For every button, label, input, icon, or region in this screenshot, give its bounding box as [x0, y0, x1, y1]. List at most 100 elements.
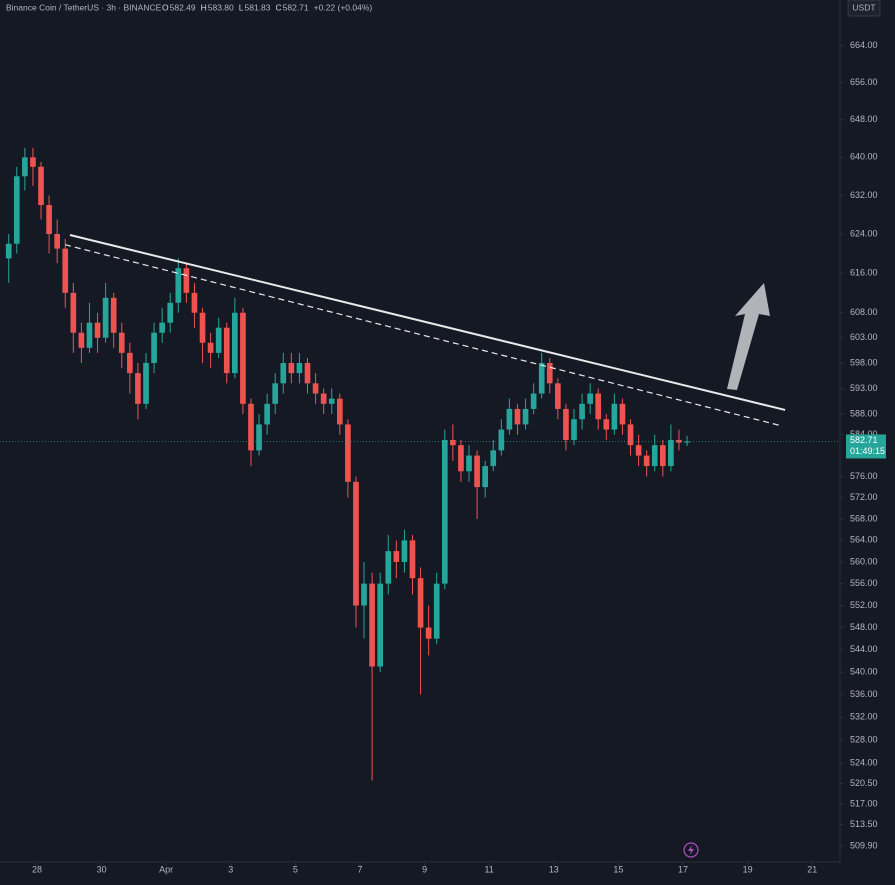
candle-body: [143, 362, 149, 404]
candle-body: [62, 248, 69, 293]
y-tick-label: 524.00: [850, 758, 878, 768]
candle-body: [546, 362, 553, 384]
candle-body: [458, 445, 464, 472]
x-tick-label: 3: [228, 864, 233, 874]
candle-body: [643, 455, 650, 467]
y-tick-label: 528.00: [850, 735, 878, 745]
candle-body: [248, 403, 254, 451]
candle-body: [660, 445, 666, 467]
candle-body: [159, 322, 165, 333]
y-tick-label: 593.00: [850, 383, 878, 393]
candle-body: [345, 424, 351, 482]
candle-body: [151, 332, 157, 363]
candle-body: [240, 312, 246, 404]
last-price-label: 582.71: [850, 435, 878, 445]
y-tick-label: 568.00: [850, 513, 878, 523]
candle-body: [587, 393, 593, 404]
y-tick-label: 513.50: [850, 819, 878, 829]
y-tick-label: 517.00: [850, 798, 878, 808]
candle-body: [571, 419, 577, 440]
candle-body: [498, 429, 505, 451]
x-tick-label: 13: [549, 864, 559, 874]
candle-body: [393, 551, 400, 562]
y-tick-label: 632.00: [850, 190, 878, 200]
candle-body: [264, 403, 270, 425]
candle-body: [135, 373, 141, 404]
y-tick-label: 552.00: [850, 600, 878, 610]
y-tick-label: 548.00: [850, 622, 878, 632]
candle-body: [514, 408, 521, 425]
candle-body: [651, 445, 658, 467]
lightning: [688, 845, 694, 855]
candle-body: [555, 383, 561, 409]
candle-body: [353, 481, 359, 606]
candle-body: [385, 551, 392, 584]
candle-body: [328, 398, 335, 404]
y-tick-label: 584.00: [850, 429, 878, 439]
candle-body: [78, 332, 85, 348]
candle-body: [102, 297, 109, 338]
candle-body: [409, 540, 416, 579]
x-tick-label: 17: [678, 864, 688, 874]
candle-body: [361, 583, 367, 606]
candle-body: [320, 393, 327, 404]
chart-title: Binance Coin / TetherUS · 3h · BINANCE: [6, 2, 162, 12]
candle-body: [336, 398, 343, 425]
x-tick-label: 19: [743, 864, 753, 874]
x-tick-label: 11: [485, 864, 494, 874]
candle-body: [474, 455, 480, 488]
y-tick-label: 598.00: [850, 357, 878, 367]
currency[interactable]: USDT: [852, 2, 875, 12]
y-tick-label: 560.00: [850, 556, 878, 566]
candle-body: [127, 352, 133, 374]
candle-body: [30, 157, 36, 167]
y-tick-label: 656.00: [850, 77, 878, 87]
ohlc-value: 583.80: [208, 2, 234, 12]
ohlc-key: C: [276, 2, 282, 12]
y-tick-label: 608.00: [850, 307, 878, 317]
candle-body: [377, 583, 384, 667]
candle-body: [490, 450, 497, 467]
trendline: [69, 234, 786, 411]
alert-icon[interactable]: [683, 842, 699, 858]
y-tick-label: 576.00: [850, 471, 878, 481]
candle-body: [70, 292, 77, 333]
x-tick-label: 21: [807, 864, 817, 874]
y-tick-label: 624.00: [850, 228, 878, 238]
candle-body: [369, 583, 375, 667]
candle-body: [506, 408, 513, 430]
candle-body: [94, 322, 101, 338]
countdown: 01:49:15: [850, 446, 885, 456]
candle-body: [482, 466, 488, 488]
candle-body: [38, 166, 44, 206]
y-tick-label: 564.00: [850, 535, 878, 545]
x-tick-label: 28: [32, 864, 42, 874]
candle-body: [627, 424, 634, 446]
candle-body: [232, 312, 238, 374]
x-tick-label: 7: [357, 864, 362, 874]
candle-body: [296, 362, 303, 374]
candle-body: [175, 268, 182, 303]
candle-body: [22, 157, 28, 177]
currency-box[interactable]: [847, 0, 881, 17]
y-tick-label: 664.00: [850, 40, 878, 50]
candle-body: [466, 455, 472, 472]
candle-body: [118, 332, 125, 353]
candle-body: [5, 243, 12, 259]
y-tick-label: 532.00: [850, 712, 878, 722]
x-tick-label: 30: [97, 864, 107, 874]
arrow-up: [727, 283, 770, 390]
x-tick-label: 15: [613, 864, 623, 874]
y-tick-label: 520.50: [850, 778, 878, 788]
y-tick-label: 572.00: [850, 492, 878, 502]
plot-area: [5, 147, 690, 781]
candle-body: [579, 403, 585, 420]
candle-body: [191, 292, 198, 313]
y-tick-label: 640.00: [850, 152, 878, 162]
x-tick-label: 5: [293, 864, 298, 874]
y-tick-label: 556.00: [850, 578, 878, 588]
x-tick-label: Apr: [159, 864, 173, 874]
y-tick-label: 536.00: [850, 689, 878, 699]
candle-body: [13, 176, 20, 244]
candle-body: [619, 403, 626, 425]
